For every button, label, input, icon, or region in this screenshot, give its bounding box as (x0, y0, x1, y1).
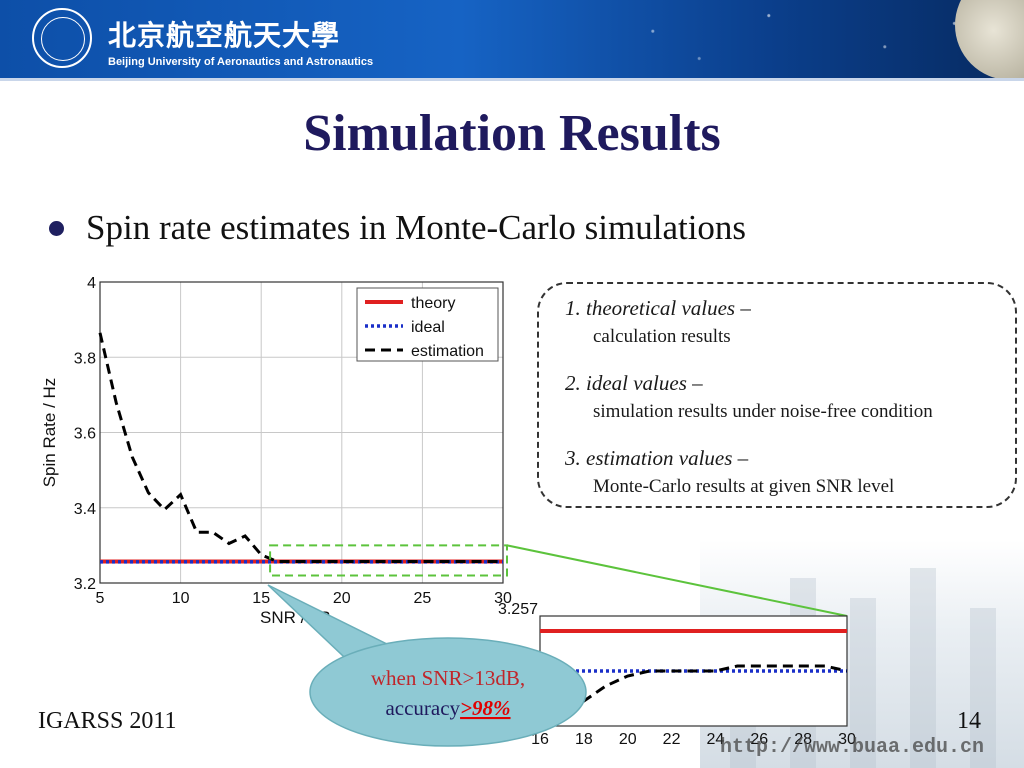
zoom-connectors (506, 544, 848, 617)
banner-divider (0, 78, 1024, 81)
inset-x-tick-label: 16 (531, 731, 549, 748)
zoom-region-box (269, 544, 509, 577)
y-axis-label: Spin Rate / Hz (40, 378, 59, 488)
x-tick-label: 20 (333, 590, 351, 607)
x-tick-label: 15 (252, 590, 270, 607)
note-detail-estimation: Monte-Carlo results at given SNR level (593, 476, 895, 497)
inset-x-tick-label: 20 (619, 731, 637, 748)
zoom-connector-line (506, 544, 848, 617)
inset-x-tick-label: 26 (750, 731, 768, 748)
x-tick-label: 30 (494, 590, 512, 607)
y-tick-label: 3.2 (74, 576, 96, 593)
inset-y-tick-label: 3.257 (498, 601, 538, 618)
university-name-english: Beijing University of Aeronautics and As… (108, 56, 374, 68)
url-watermark: http://www.buaa.edu.cn (720, 736, 985, 759)
callout-accuracy-value: >98% (460, 696, 510, 720)
inset-series-estimation-line (539, 664, 848, 723)
plot-frame (99, 281, 504, 584)
y-tick-label: 3.4 (74, 501, 96, 518)
header-banner: 北京航空航天大學 Beijing University of Aeronauti… (0, 0, 1024, 78)
university-name-chinese: 北京航空航天大學 (108, 19, 341, 52)
legend-label-ideal: ideal (411, 319, 445, 336)
inset-x-tick-label: 22 (663, 731, 681, 748)
notes-box: 1. theoretical values – calculation resu… (537, 282, 1017, 508)
x-tick-label: 25 (414, 590, 432, 607)
y-tick-label: 3.6 (74, 426, 96, 443)
callout-bubble (309, 637, 587, 747)
legend-label-theory: theory (411, 295, 455, 312)
background-building-image (700, 540, 1024, 768)
note-heading-theory: 1. theoretical values – (565, 296, 751, 320)
y-tick-label: 3.8 (74, 350, 96, 367)
bullet-icon (49, 221, 64, 236)
note-heading-estimation: 3. estimation values – (565, 446, 749, 470)
conference-label: IGARSS 2011 (38, 708, 177, 734)
note-detail-ideal: simulation results under noise-free cond… (593, 401, 933, 422)
starfield-decoration (560, 0, 1024, 78)
series-estimation-line (98, 332, 503, 564)
bullet-text: Spin rate estimates in Monte-Carlo simul… (86, 208, 747, 247)
callout-line-1: when SNR>13dB, (371, 666, 525, 690)
x-tick-label: 10 (172, 590, 190, 607)
legend-label-estimation: estimation (411, 343, 484, 360)
note-detail-theory: calculation results (593, 326, 731, 347)
inset-x-tick-label: 30 (838, 731, 856, 748)
inset-x-tick-label: 24 (707, 731, 725, 748)
inset-x-tick-label: 18 (575, 731, 593, 748)
university-logo-icon (32, 8, 92, 68)
y-tick-label: 4 (87, 275, 96, 292)
callout-line-2: accuracy>98% (385, 696, 510, 720)
inset-chart: 16 18 20 22 24 26 28 30 3.257 (498, 601, 856, 748)
inset-x-tick-label: 28 (794, 731, 812, 748)
slide-title: Simulation Results (303, 105, 721, 162)
page-number: 14 (957, 708, 981, 734)
accuracy-callout: when SNR>13dB, accuracy>98% (267, 584, 587, 747)
callout-accuracy-label: accuracy (385, 696, 460, 720)
note-heading-ideal: 2. ideal values – (565, 371, 703, 395)
x-tick-label: 5 (96, 590, 105, 607)
